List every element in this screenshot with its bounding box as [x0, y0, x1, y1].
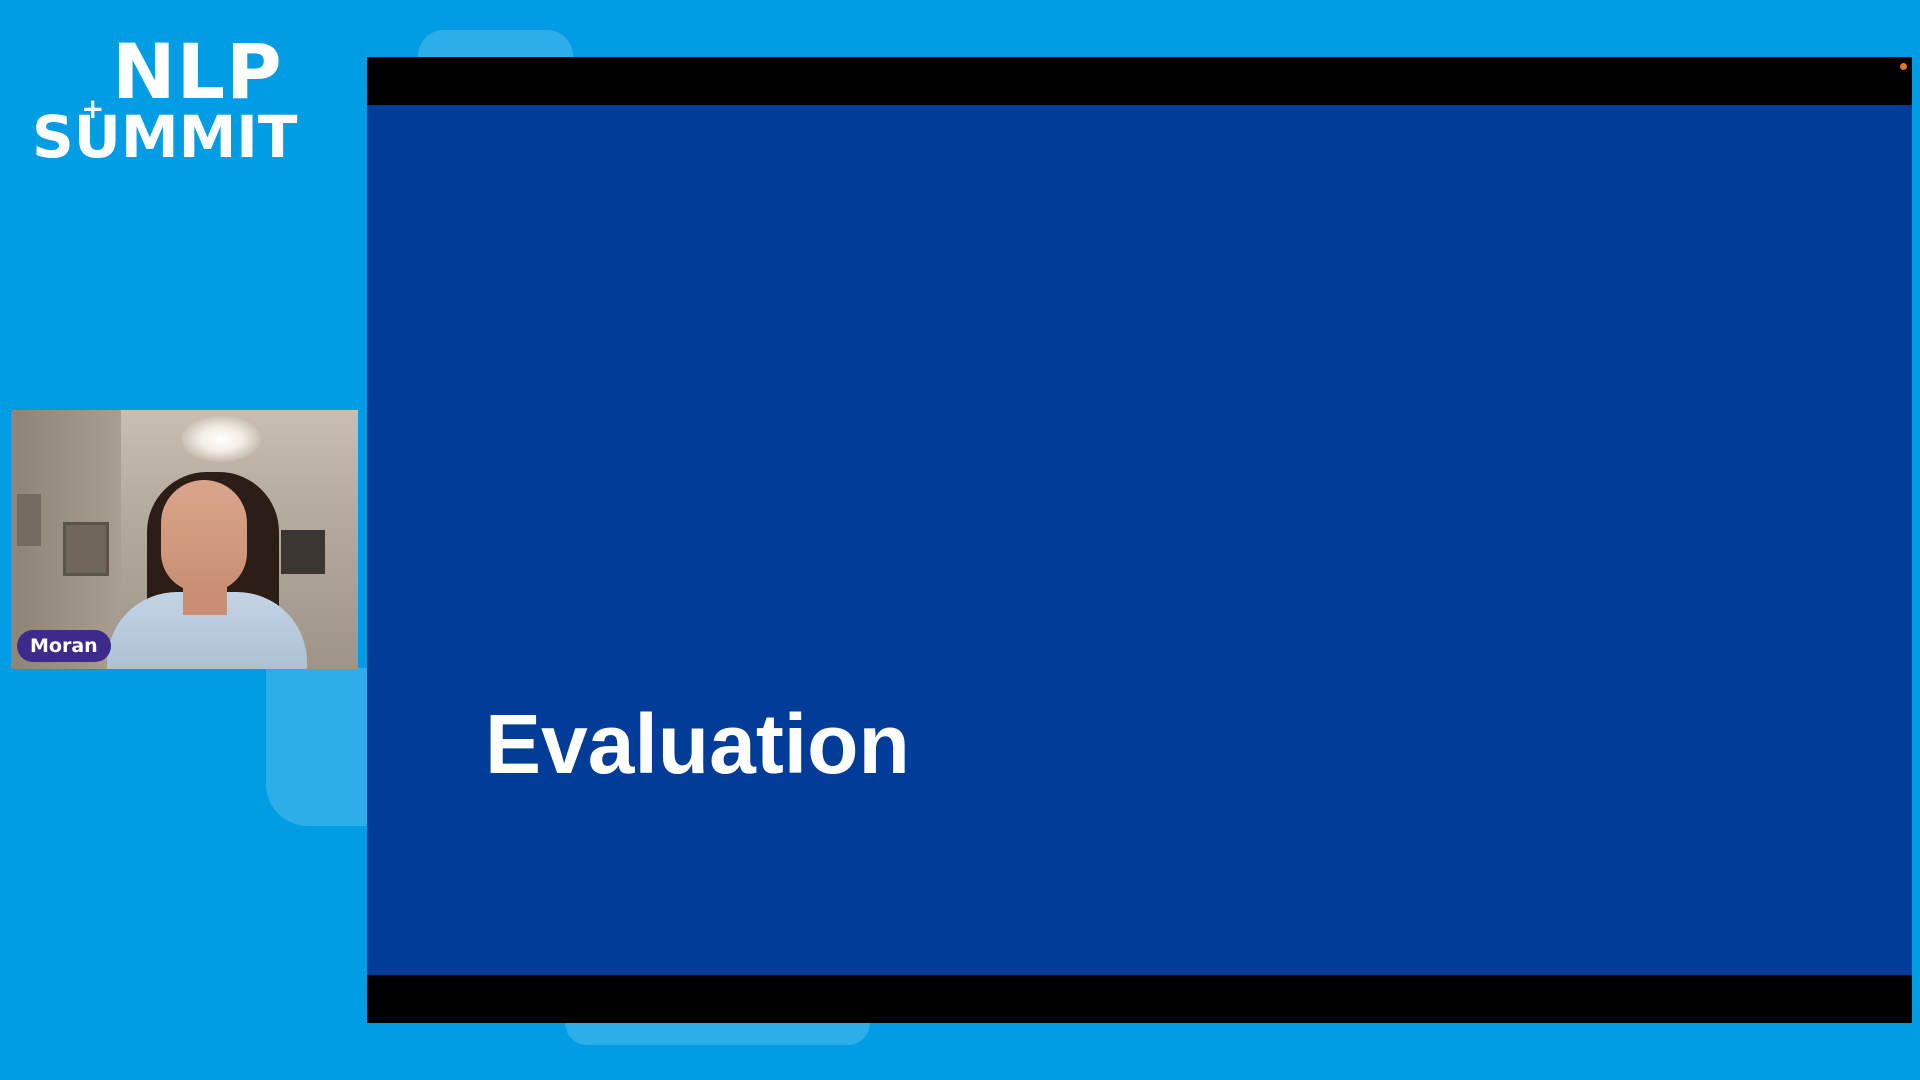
decorative-shape-left: [266, 668, 376, 826]
logo-text-summit-word: SUMMIT: [32, 103, 298, 171]
speaker-name-tag: Moran: [17, 630, 111, 662]
camera-wall-picture: [63, 522, 109, 576]
slide: Evaluation: [367, 105, 1912, 975]
nlp-summit-logo: NLP + SUMMIT: [32, 27, 297, 167]
presentation-screen: Evaluation: [367, 57, 1912, 1023]
camera-ceiling-light: [181, 416, 261, 462]
logo-text-summit: + SUMMIT: [32, 95, 297, 167]
camera-background-object: [281, 530, 325, 574]
decorative-shape-bottom: [565, 1023, 870, 1045]
logo-text-nlp: NLP: [112, 27, 283, 116]
recording-dot-icon: [1900, 63, 1907, 70]
logo-plus-mark: +: [81, 92, 105, 125]
speaker-video-tile[interactable]: [11, 410, 358, 669]
slide-title: Evaluation: [485, 697, 910, 791]
camera-wall-frame: [17, 494, 41, 546]
speaker-face: [161, 480, 247, 592]
